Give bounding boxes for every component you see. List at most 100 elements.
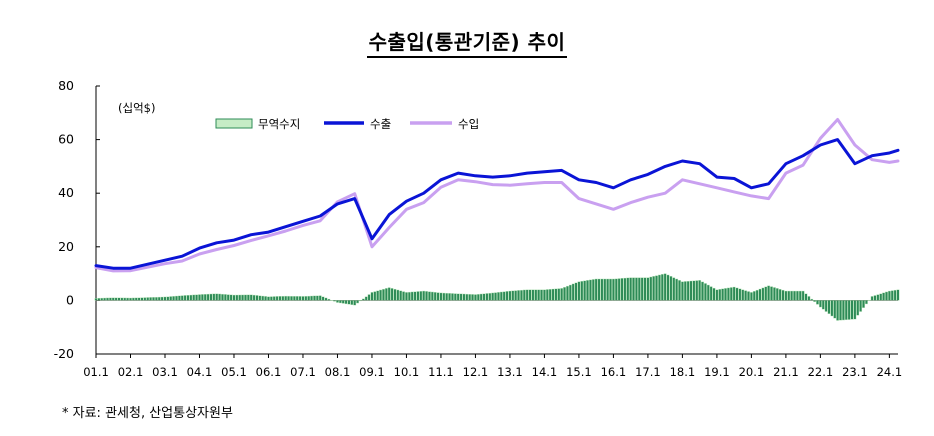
balance-bar <box>649 276 653 301</box>
balance-bar <box>180 295 184 301</box>
balance-bar <box>428 291 431 301</box>
balance-bar <box>738 288 742 301</box>
balance-bar <box>692 280 696 301</box>
balance-bar <box>310 295 314 301</box>
balance-bar <box>554 288 558 301</box>
balance-bar <box>502 291 506 301</box>
legend-label-import: 수입 <box>458 117 479 131</box>
axes: 80 60 40 20 0 -20 01.1 02.1 03.1 04.1 05.1 06.1 07.1… <box>54 78 903 379</box>
balance-bar <box>347 300 351 305</box>
balance-bar <box>129 297 132 301</box>
balance-bar <box>770 286 773 301</box>
balance-bar <box>459 293 463 301</box>
balance-bar <box>571 283 575 301</box>
balance-bar <box>471 294 474 301</box>
balance-bar <box>772 287 776 301</box>
balance-bar <box>712 287 716 301</box>
balance-bar <box>382 288 385 301</box>
balance-bar <box>186 295 190 301</box>
balance-bar <box>94 298 98 301</box>
balance-bar <box>333 300 337 302</box>
balance-bar <box>195 294 199 301</box>
legend-label-balance: 무역수지 <box>258 117 300 131</box>
balance-bar <box>238 294 242 301</box>
balance-bar <box>885 291 888 301</box>
balance-bar <box>859 300 863 312</box>
balance-bar <box>359 300 362 302</box>
balance-bar <box>804 293 808 301</box>
balance-bar <box>752 291 756 301</box>
balance-bar <box>192 294 196 301</box>
balance-bar <box>123 297 127 301</box>
x-tick-label: 23.1 <box>842 365 868 379</box>
balance-bar <box>850 300 854 320</box>
balance-bar <box>146 297 150 301</box>
balance-bar <box>514 290 518 301</box>
balance-bar <box>879 293 883 301</box>
balance-bar <box>304 296 308 301</box>
balance-bar <box>172 296 176 301</box>
balance-bar <box>384 288 388 301</box>
balance-bar <box>577 281 581 301</box>
balance-bar <box>407 291 411 301</box>
balance-bar <box>617 278 621 301</box>
balance-bar <box>497 292 500 301</box>
balance-bar <box>887 290 891 301</box>
balance-bar <box>152 297 155 301</box>
balance-bar <box>729 287 733 301</box>
balance-bar <box>169 296 173 301</box>
balance-bar <box>281 296 285 301</box>
balance-bar <box>632 277 635 301</box>
balance-bar <box>272 296 276 301</box>
balance-bar <box>629 277 633 301</box>
balance-bar <box>675 278 679 301</box>
balance-bar <box>117 297 121 301</box>
balance-bar <box>844 300 848 321</box>
balance-bar <box>143 297 147 301</box>
balance-bar <box>534 289 538 301</box>
x-tick-label: 08.1 <box>325 365 351 379</box>
balance-bar <box>212 293 216 301</box>
source-note: * 자료: 관세청, 산업통상자원부 <box>62 406 233 421</box>
balance-bar <box>606 278 610 301</box>
balance-bar <box>678 280 681 301</box>
x-tick-label: 01.1 <box>83 365 109 379</box>
series-lines <box>94 118 900 273</box>
balance-bar <box>364 296 368 301</box>
balance-bar <box>689 280 693 301</box>
balance-bar <box>166 296 170 301</box>
balance-bar <box>393 288 397 301</box>
balance-bar <box>183 295 187 301</box>
x-tick-label: 02.1 <box>118 365 144 379</box>
balance-bar <box>126 297 130 301</box>
balance-bar <box>353 300 357 306</box>
balance-bar <box>813 300 817 302</box>
x-tick-label: 22.1 <box>808 365 834 379</box>
balance-bar <box>790 290 794 301</box>
balance-bar <box>873 295 877 301</box>
trade-chart: 80 60 40 20 0 -20 01.1 02.1 03.1 04.1 05.1 06.1 07.1… <box>54 78 903 379</box>
x-tick-label: 07.1 <box>290 365 316 379</box>
balance-bar <box>175 295 178 301</box>
balance-bar <box>221 293 224 301</box>
balance-bar <box>413 291 417 301</box>
balance-bar <box>387 287 391 301</box>
balance-bar <box>557 288 561 301</box>
balance-bar <box>660 274 664 301</box>
balance-bar <box>433 292 437 301</box>
balance-bar <box>255 295 259 301</box>
legend-label-export: 수출 <box>370 117 391 131</box>
balance-bar <box>154 296 158 301</box>
x-tick-label: 17.1 <box>635 365 661 379</box>
balance-bar <box>321 296 325 301</box>
balance-bar <box>390 288 394 301</box>
balance-bar <box>706 284 710 301</box>
balance-bar <box>376 290 380 301</box>
balance-bar <box>264 296 268 301</box>
balance-bar <box>833 300 837 319</box>
balance-bar <box>249 294 253 301</box>
x-tick-label: 09.1 <box>359 365 385 379</box>
import-line <box>94 118 900 273</box>
balance-bar <box>755 289 759 301</box>
x-tick-label: 04.1 <box>187 365 213 379</box>
